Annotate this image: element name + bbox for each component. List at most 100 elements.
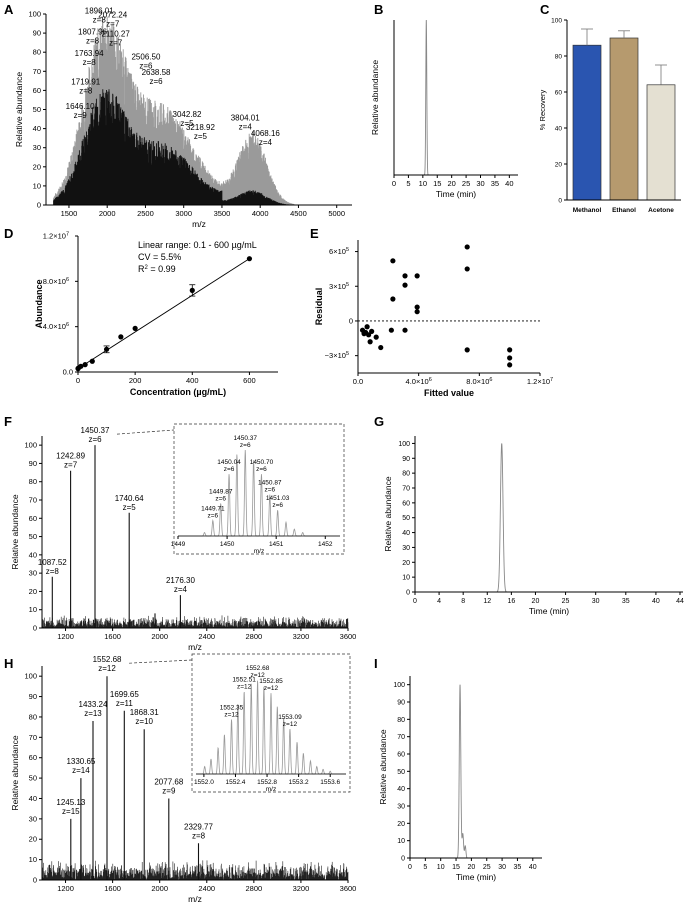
y-tick-label: 60 bbox=[555, 90, 563, 97]
data-point bbox=[414, 304, 420, 310]
inset-x-tick-label: 1553.6 bbox=[320, 779, 340, 786]
y-tick-label: 0 bbox=[406, 590, 410, 597]
panel-label-d: D bbox=[4, 226, 13, 241]
y-tick-label: 70 bbox=[397, 734, 405, 741]
x-tick-label: 40 bbox=[652, 598, 660, 605]
inset-peak-charge-label: z=12 bbox=[224, 711, 239, 718]
x-axis-label: Time (min) bbox=[436, 189, 476, 199]
y-axis-label: % Recovery bbox=[538, 90, 547, 131]
peak-label: 1330.65 bbox=[66, 757, 95, 766]
inset-x-tick-label: 1449 bbox=[171, 541, 186, 548]
peak-label: 2110.27 bbox=[101, 30, 130, 39]
y-tick-label: 30 bbox=[29, 569, 37, 578]
y-tick-exponent: 5 bbox=[346, 282, 349, 288]
y-tick-label: 20 bbox=[29, 587, 37, 596]
x-tick-label: 10 bbox=[437, 864, 445, 871]
data-point bbox=[366, 332, 372, 338]
x-tick-label: 20 bbox=[532, 598, 540, 605]
y-tick-label: 100 bbox=[24, 441, 37, 450]
peak-charge-label: z=7 bbox=[64, 461, 78, 470]
y-tick-exponent: 7 bbox=[66, 232, 69, 238]
x-tick-label: 4500 bbox=[290, 209, 307, 218]
y-tick-label: 40 bbox=[397, 786, 405, 793]
chart-g: 0 4 8 12 16 20 25 30 35 40 44 0 10 20 30 40 50 60 70 80 90 10… bbox=[383, 436, 684, 616]
peak-label: 2506.50 bbox=[131, 53, 160, 62]
inset-peak-label: 1552.85 bbox=[259, 678, 283, 685]
spectrum-peaks bbox=[51, 445, 181, 628]
x-tick-label: 30 bbox=[592, 598, 600, 605]
y-tick-label: 30 bbox=[33, 143, 41, 152]
peak-label: 1242.89 bbox=[56, 452, 85, 461]
r-squared-value: = 0.99 bbox=[148, 264, 176, 274]
x-tick-label: 5 bbox=[406, 179, 410, 188]
y-axis-label: Relative abundance bbox=[14, 72, 24, 147]
peak-label: 3042.82 bbox=[173, 110, 202, 119]
peak-charge-label: z=8 bbox=[83, 58, 97, 67]
data-point bbox=[464, 244, 470, 250]
y-tick-label: 30 bbox=[29, 814, 37, 823]
x-tick-label: 1.2×107 bbox=[527, 377, 553, 386]
y-tick-label: 60 bbox=[397, 752, 405, 759]
x-tick-label: 3000 bbox=[175, 209, 192, 218]
data-point bbox=[402, 273, 408, 279]
chromatogram-peak bbox=[452, 684, 472, 859]
inset-x-tick-label: 1553.2 bbox=[289, 779, 309, 786]
data-point bbox=[507, 347, 513, 353]
data-point bbox=[369, 328, 375, 334]
panel-label-g: G bbox=[374, 414, 384, 429]
y-axis-label: Relative abundance bbox=[10, 494, 20, 569]
chart-f: 1200 1600 2000 2400 2800 3200 3600 0 10 20 30 40 50 6… bbox=[10, 423, 356, 652]
y-tick-label: 10 bbox=[402, 575, 410, 582]
x-tick-exponent: 6 bbox=[429, 377, 432, 383]
y-tick-label: 8.0×106 bbox=[43, 277, 69, 286]
x-tick-label: 0 bbox=[392, 179, 396, 188]
x-tick-label: 2000 bbox=[151, 884, 168, 893]
peak-label: 1868.31 bbox=[130, 708, 159, 717]
peak-charge-label: z=10 bbox=[135, 717, 153, 726]
x-tick-label: 8 bbox=[461, 598, 465, 605]
inset-x-tick-label: 1451 bbox=[269, 541, 284, 548]
y-tick-label: 40 bbox=[29, 550, 37, 559]
chart-i: 0 5 10 15 20 25 30 35 40 0 10 20 30 40 50 60 70 80 90 100 Ti… bbox=[378, 676, 542, 882]
x-tick-label: 1600 bbox=[104, 884, 121, 893]
peak-label: 1699.65 bbox=[110, 690, 139, 699]
x-tick-exponent: 6 bbox=[489, 377, 492, 383]
data-point bbox=[402, 327, 408, 333]
peak-charge-label: z=7 bbox=[106, 20, 120, 29]
inset-x-tick-label: 1552.0 bbox=[194, 779, 214, 786]
peak-label: 4068.16 bbox=[251, 129, 280, 138]
y-axis-label: Relative abundance bbox=[370, 60, 380, 135]
x-tick-label: 0 bbox=[408, 864, 412, 871]
y-tick-label: 100 bbox=[398, 441, 410, 448]
bar-acetone bbox=[646, 84, 676, 201]
fit-line bbox=[77, 258, 250, 369]
inset-peak-charge-label: z=6 bbox=[240, 442, 251, 449]
data-point bbox=[414, 273, 420, 279]
peak-charge-label: z=8 bbox=[46, 567, 60, 576]
inset-x-axis-label: m/z bbox=[266, 786, 276, 793]
data-point bbox=[364, 324, 370, 330]
peak-label: 3218.92 bbox=[186, 123, 215, 132]
x-axis-label: m/z bbox=[192, 219, 206, 229]
inset-peak-label: 1552.68 bbox=[246, 665, 270, 672]
peak-label: 1646.10 bbox=[66, 102, 95, 111]
peak-charge-label: z=4 bbox=[259, 138, 273, 147]
y-tick-label: 60 bbox=[29, 753, 37, 762]
y-tick-label: 60 bbox=[33, 86, 41, 95]
x-tick-label: 30 bbox=[498, 864, 506, 871]
inset-peak-charge-label: z=6 bbox=[272, 502, 283, 509]
inset-peak-charge-label: z=6 bbox=[264, 487, 275, 494]
x-tick-label: 25 bbox=[483, 864, 491, 871]
category-label: Ethanol bbox=[612, 207, 636, 214]
x-tick-label: 4 bbox=[437, 598, 441, 605]
data-point bbox=[118, 334, 124, 340]
y-tick-label: 70 bbox=[29, 733, 37, 742]
y-tick-label: 90 bbox=[397, 700, 405, 707]
inset-x-tick-label: 1452 bbox=[318, 541, 333, 548]
data-point bbox=[103, 346, 110, 352]
x-tick-label: 3500 bbox=[214, 209, 231, 218]
bar-ethanol bbox=[609, 37, 639, 201]
y-tick-label: 1.2×107 bbox=[43, 232, 69, 241]
cv-annotation: CV = 5.5% bbox=[138, 252, 181, 262]
x-tick-label: 3200 bbox=[293, 884, 310, 893]
